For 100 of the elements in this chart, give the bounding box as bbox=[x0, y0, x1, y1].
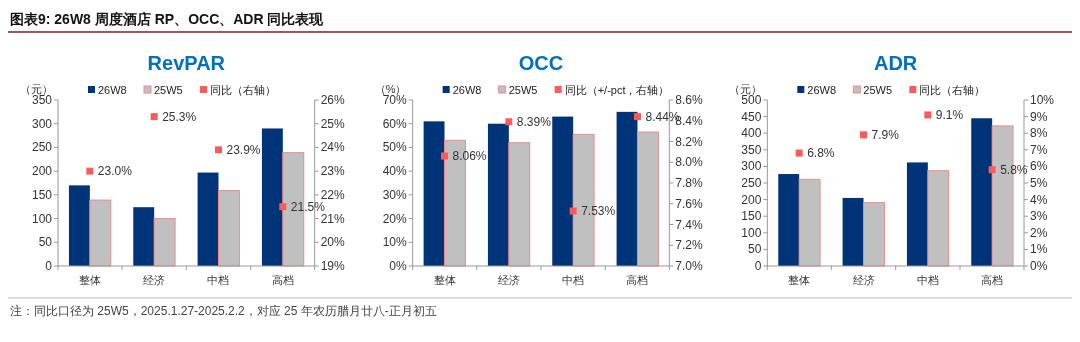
point bbox=[215, 146, 222, 154]
legend-label: 25W5 bbox=[863, 83, 893, 96]
x-tick-label: 中档 bbox=[562, 274, 585, 286]
y2-tick-label: 9% bbox=[1030, 109, 1048, 124]
x-tick-label: 中档 bbox=[207, 274, 230, 286]
text: 注：同比口径为 25W5，2025.1.27-2025.2.2，对应 25 年农历腊月廿八-正月初五 bbox=[10, 304, 437, 318]
bar bbox=[636, 131, 659, 267]
bar bbox=[89, 199, 112, 267]
y2-tick-label: 20% bbox=[320, 235, 346, 250]
y-tick-label: 500 bbox=[741, 93, 762, 107]
x-tick-label: 高档 bbox=[981, 274, 1004, 286]
point bbox=[924, 111, 932, 119]
chart-title: RevPAR bbox=[147, 52, 226, 74]
chart-title: OCC bbox=[518, 52, 564, 74]
y2-tick-label: 8.6% bbox=[675, 93, 704, 107]
legend-label: 同比（右轴） bbox=[210, 83, 276, 96]
y2-tick-label: 6% bbox=[1030, 159, 1048, 174]
bar bbox=[798, 178, 821, 267]
y-tick-label: 50 bbox=[38, 235, 53, 250]
y2-tick-label: 23% bbox=[320, 164, 346, 179]
x-tick-label: 高档 bbox=[271, 274, 294, 286]
data-label: 23.0% bbox=[97, 164, 133, 179]
y-axis-title: （元） bbox=[729, 83, 763, 95]
bar bbox=[218, 190, 240, 267]
y2-tick-label: 0% bbox=[1030, 259, 1048, 273]
y-tick-label: 250 bbox=[741, 176, 762, 190]
y-tick-label: 350 bbox=[741, 142, 762, 157]
y-tick-label: 40% bbox=[382, 164, 407, 179]
legend-label: 同比（右轴） bbox=[919, 83, 986, 96]
chart-title: ADR bbox=[873, 52, 918, 74]
point bbox=[860, 131, 867, 139]
y2-tick-label: 8.2% bbox=[675, 134, 704, 149]
point bbox=[633, 113, 641, 121]
y2-tick-label: 8.0% bbox=[675, 155, 704, 170]
bar bbox=[842, 197, 864, 266]
y2-tick-label: 26% bbox=[320, 93, 346, 107]
point bbox=[279, 203, 287, 211]
y-tick-label: 150 bbox=[741, 209, 762, 224]
x-tick-label: 经济 bbox=[143, 274, 166, 286]
y-tick-label: 0 bbox=[45, 259, 53, 273]
data-label: 8.39% bbox=[516, 114, 552, 129]
bar bbox=[133, 207, 155, 266]
y2-tick-label: 5% bbox=[1030, 176, 1048, 190]
y-tick-label: 10% bbox=[382, 235, 407, 250]
data-label: 7.53% bbox=[581, 204, 616, 219]
y2-tick-label: 7.2% bbox=[675, 238, 704, 253]
data-label: 6.8% bbox=[807, 146, 835, 161]
point bbox=[150, 113, 158, 121]
bar bbox=[778, 174, 800, 266]
legend-label: 26W8 bbox=[98, 83, 127, 96]
y2-tick-label: 21% bbox=[320, 211, 346, 226]
point bbox=[505, 118, 513, 126]
y2-tick-label: 7.4% bbox=[675, 217, 704, 232]
y-tick-label: 300 bbox=[31, 116, 53, 131]
y-tick-label: 150 bbox=[31, 187, 53, 202]
point bbox=[795, 149, 803, 157]
bar bbox=[423, 121, 445, 266]
y-tick-label: 250 bbox=[31, 140, 53, 155]
y2-tick-label: 7.8% bbox=[675, 176, 704, 190]
data-label: 5.8% bbox=[1000, 162, 1028, 177]
legend-label: 26W8 bbox=[452, 83, 482, 96]
y-tick-label: 50 bbox=[747, 242, 762, 257]
y2-tick-label: 3% bbox=[1030, 209, 1048, 224]
y2-tick-label: 25% bbox=[320, 116, 346, 131]
bar bbox=[153, 218, 176, 267]
y-tick-label: 60% bbox=[382, 116, 407, 131]
y2-tick-label: 24% bbox=[320, 140, 346, 155]
y-tick-label: 50% bbox=[382, 140, 407, 155]
bar bbox=[906, 162, 928, 266]
y-tick-label: 0% bbox=[389, 259, 407, 273]
y2-tick-label: 7.0% bbox=[675, 259, 704, 273]
y-tick-label: 100 bbox=[741, 225, 762, 240]
y2-tick-label: 7% bbox=[1030, 142, 1048, 157]
x-tick-label: 整体 bbox=[78, 274, 101, 286]
y2-tick-label: 1% bbox=[1030, 242, 1048, 257]
point bbox=[86, 167, 94, 175]
y2-tick-label: 19% bbox=[320, 259, 346, 273]
y-tick-label: 0 bbox=[754, 259, 762, 273]
x-tick-label: 整体 bbox=[433, 274, 456, 286]
data-label: 21.5% bbox=[290, 199, 326, 214]
y2-tick-label: 4% bbox=[1030, 192, 1048, 207]
y-tick-label: 400 bbox=[741, 126, 762, 141]
data-label: 25.3% bbox=[162, 109, 197, 124]
y-tick-label: 70% bbox=[382, 93, 407, 107]
legend-label: 25W5 bbox=[154, 83, 183, 96]
x-tick-label: 高档 bbox=[626, 274, 649, 286]
y-tick-label: 350 bbox=[31, 93, 53, 107]
point bbox=[569, 207, 577, 215]
y2-tick-label: 7.6% bbox=[675, 196, 704, 211]
x-tick-label: 中档 bbox=[916, 274, 939, 286]
y-axis-title: （元） bbox=[20, 83, 53, 95]
bar bbox=[616, 111, 638, 266]
data-label: 9.1% bbox=[935, 107, 964, 122]
y-tick-label: 30% bbox=[382, 187, 407, 202]
y-tick-label: 450 bbox=[741, 109, 762, 124]
bar bbox=[927, 170, 950, 267]
bar bbox=[508, 142, 531, 267]
bar bbox=[552, 116, 574, 266]
bar bbox=[68, 185, 90, 266]
y-tick-label: 300 bbox=[741, 159, 762, 174]
